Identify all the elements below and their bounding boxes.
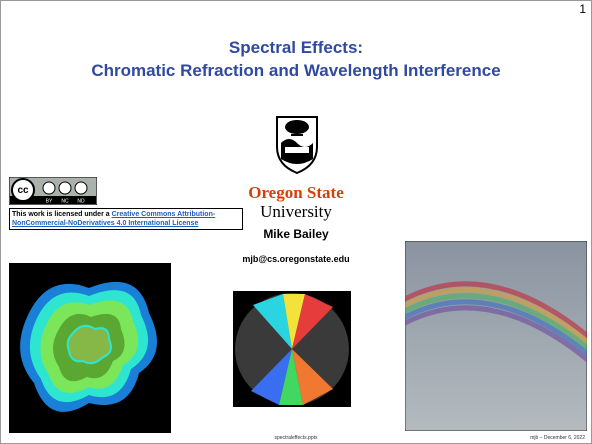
refraction-disc	[233, 291, 351, 407]
cc-badge: cc BY NC ND	[9, 177, 97, 205]
slide: 1 Spectral Effects: Chromatic Refraction…	[0, 0, 592, 444]
osu-seal	[271, 113, 323, 175]
title-line: Chromatic Refraction and Wavelength Inte…	[1, 61, 591, 81]
slide-number: 1	[579, 2, 586, 16]
cc-term: NC	[61, 199, 69, 205]
license-box: This work is licensed under a Creative C…	[9, 208, 243, 230]
rainbow-image	[405, 241, 587, 431]
license-text: This work is licensed under a	[12, 211, 112, 218]
footer-file: spectraleffects.pptx	[1, 435, 591, 441]
cc-term: BY	[46, 199, 53, 205]
title-line: Spectral Effects:	[1, 38, 591, 58]
footer-credit: mjb – December 6, 2022	[530, 435, 585, 441]
blob-image	[9, 263, 171, 433]
svg-text:cc: cc	[17, 185, 29, 196]
cc-term: ND	[77, 199, 85, 205]
